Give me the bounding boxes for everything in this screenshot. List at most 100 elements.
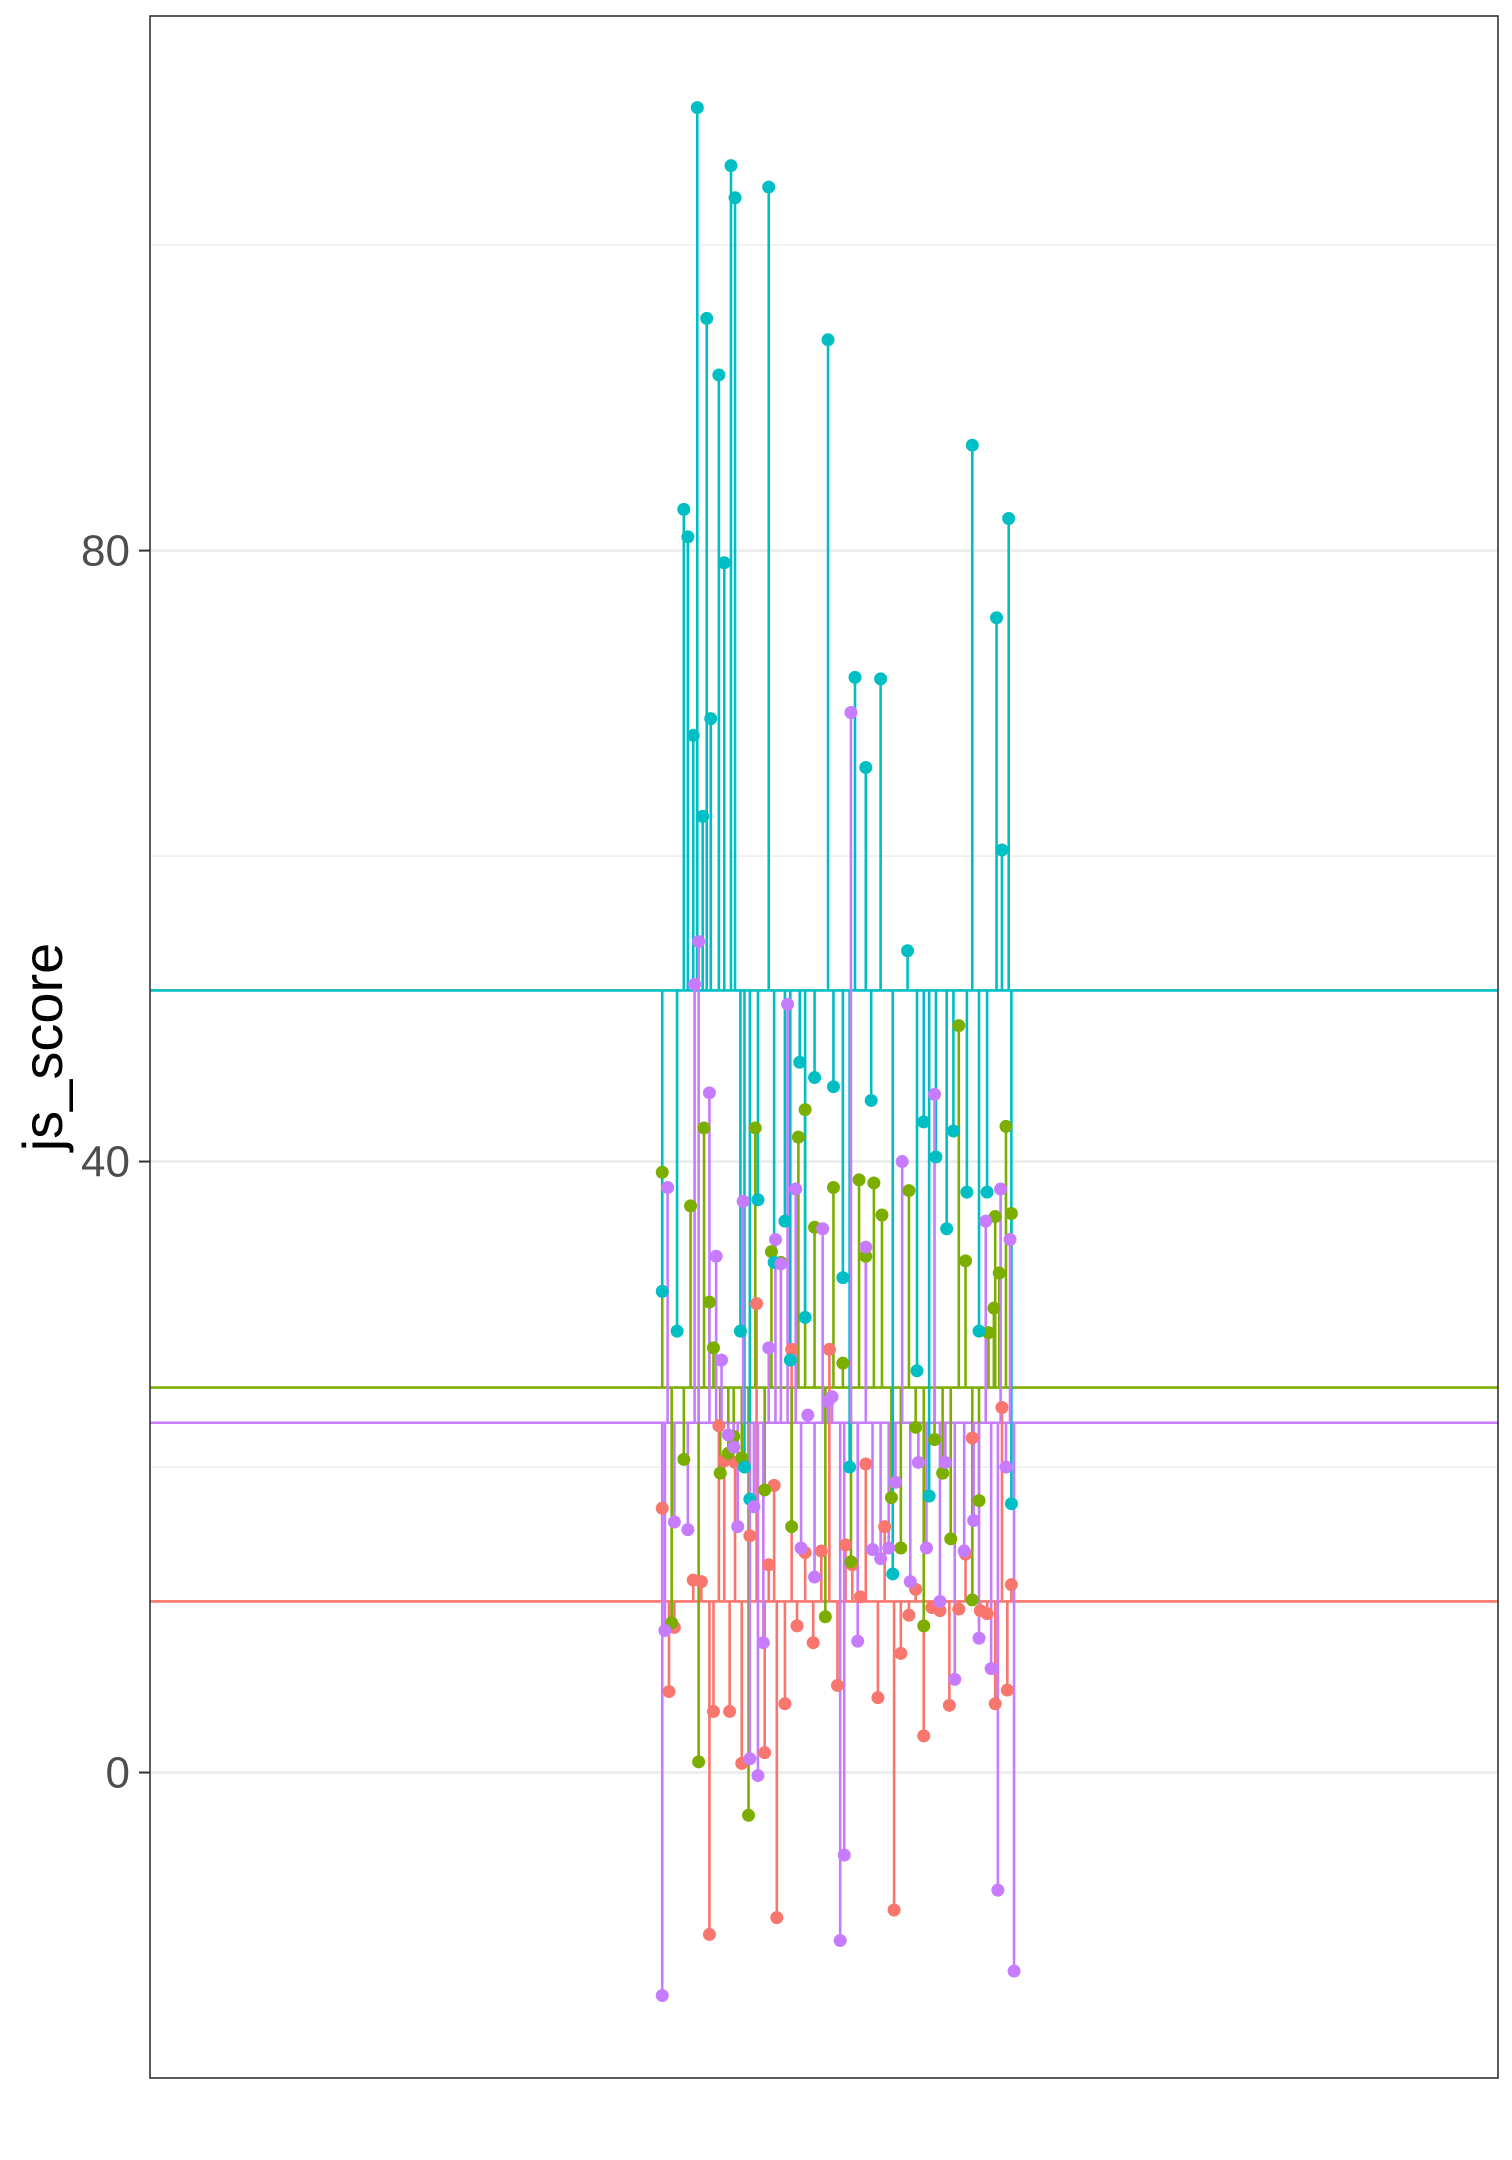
data-point <box>700 311 714 325</box>
data-point <box>853 1590 867 1604</box>
data-point <box>884 1491 898 1505</box>
data-point <box>852 1173 866 1187</box>
lollipop-stems <box>660 107 1016 1996</box>
data-point <box>721 1428 735 1442</box>
data-point <box>821 333 835 347</box>
data-point <box>830 1678 844 1692</box>
data-point <box>826 1181 840 1195</box>
data-point <box>894 1646 908 1660</box>
data-point <box>702 1086 716 1100</box>
y-tick-label: 40 <box>81 1138 130 1187</box>
data-point <box>871 1691 885 1705</box>
data-point <box>743 1752 757 1766</box>
data-point <box>702 1927 716 1941</box>
data-point <box>844 705 858 719</box>
data-point <box>942 1698 956 1712</box>
data-point <box>662 1685 676 1699</box>
data-point <box>882 1541 896 1555</box>
data-point <box>995 1400 1009 1414</box>
data-point <box>756 1636 770 1650</box>
data-point <box>859 1249 873 1263</box>
data-point <box>933 1594 947 1608</box>
data-point <box>952 1019 966 1033</box>
data-point <box>929 1150 943 1164</box>
data-point <box>995 843 1009 857</box>
data-point <box>1002 512 1016 526</box>
data-point <box>692 935 706 949</box>
data-point <box>677 502 691 516</box>
data-point <box>836 1356 850 1370</box>
lollipop-points <box>655 101 1021 2003</box>
data-point <box>798 1310 812 1324</box>
y-tick-label: 80 <box>81 527 130 576</box>
data-point <box>724 159 738 173</box>
data-point <box>946 1124 960 1138</box>
data-point <box>895 1155 909 1169</box>
data-point <box>736 1194 750 1208</box>
data-point <box>728 191 742 205</box>
grid-layer <box>150 244 1498 2079</box>
data-point <box>1007 1964 1021 1978</box>
data-point <box>844 1555 858 1569</box>
data-point <box>874 672 888 686</box>
data-point <box>655 1501 669 1515</box>
data-point <box>878 1520 892 1534</box>
data-point <box>789 1182 803 1196</box>
data-point <box>709 1249 723 1263</box>
data-point <box>667 1515 681 1529</box>
data-point <box>770 1911 784 1925</box>
y-tick-label: 0 <box>106 1749 130 1798</box>
data-point <box>979 1214 993 1228</box>
data-point <box>967 1513 981 1527</box>
data-point <box>794 1541 808 1555</box>
data-point <box>661 1181 675 1195</box>
data-point <box>697 1121 711 1135</box>
data-point <box>859 1457 873 1471</box>
data-point <box>783 1353 797 1367</box>
data-point <box>936 1466 950 1480</box>
data-point <box>702 1295 716 1309</box>
data-point <box>758 1746 772 1760</box>
data-point <box>733 1324 747 1338</box>
data-point <box>670 1324 684 1338</box>
data-point <box>901 944 915 958</box>
data-point <box>988 1697 1002 1711</box>
data-point <box>843 1460 857 1474</box>
data-point <box>801 1408 815 1422</box>
data-point <box>952 1602 966 1616</box>
data-point <box>933 1604 947 1618</box>
data-point <box>717 556 731 570</box>
data-point <box>1004 1578 1018 1592</box>
data-point <box>894 1541 908 1555</box>
data-point <box>785 1342 799 1356</box>
data-point <box>747 1500 761 1514</box>
data-point <box>959 1254 973 1268</box>
data-point <box>1004 1497 1018 1511</box>
data-point <box>1000 1683 1014 1697</box>
data-point <box>742 1808 756 1822</box>
data-point <box>692 1755 706 1769</box>
data-point <box>808 1071 822 1085</box>
data-point <box>686 728 700 742</box>
data-point <box>910 1364 924 1378</box>
data-point <box>690 101 704 115</box>
data-point <box>778 1697 792 1711</box>
data-point <box>751 1193 765 1207</box>
data-point <box>994 1182 1008 1196</box>
data-point <box>778 1214 792 1228</box>
data-point <box>814 1544 828 1558</box>
data-point <box>957 1544 971 1558</box>
data-point <box>911 1455 925 1469</box>
data-point <box>965 438 979 452</box>
data-point <box>848 670 862 684</box>
data-point <box>684 1199 698 1213</box>
data-point <box>816 1222 830 1236</box>
data-point <box>762 1558 776 1572</box>
data-point <box>980 1607 994 1621</box>
data-point <box>715 1353 729 1367</box>
data-point <box>940 1222 954 1236</box>
data-point <box>758 1483 772 1497</box>
y-axis: 0 40 80 <box>81 527 150 1798</box>
data-point <box>859 760 873 774</box>
